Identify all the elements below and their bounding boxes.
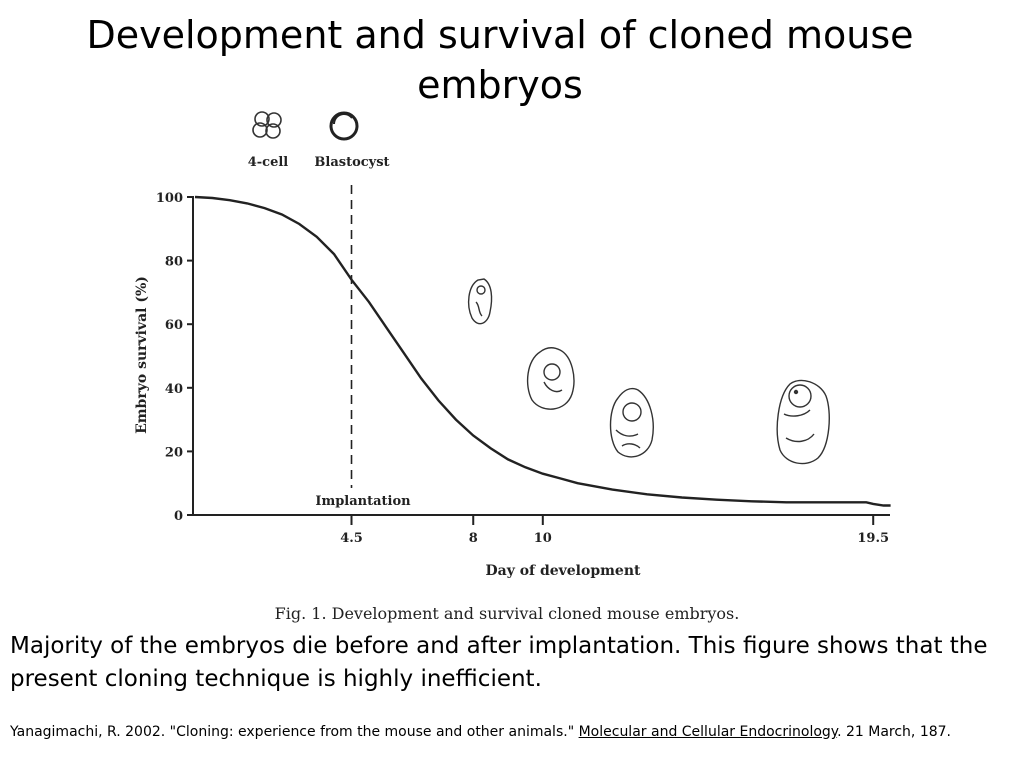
- citation: Yanagimachi, R. 2002. "Cloning: experien…: [10, 722, 1015, 743]
- fetus-early-icon: [526, 347, 575, 410]
- stage-label-blastocyst: Blastocyst: [314, 155, 389, 170]
- four-cell-embryo-icon: [252, 111, 282, 139]
- survival-chart: 4-cell Blastocyst 0 20 40 60 80 100 4.5 8 10 19.…: [134, 111, 891, 623]
- series-line-survival: [194, 195, 891, 507]
- y-ticks: 0 20 40 60 80 100: [156, 191, 193, 524]
- slide-title-line1: Development and survival of cloned mouse: [86, 13, 914, 57]
- y-axis-label: Embryo survival (%): [134, 276, 150, 434]
- y-tick-label: 80: [165, 255, 183, 270]
- body-text: Majority of the embryos die before and a…: [10, 633, 988, 692]
- x-tick-label: 10: [534, 531, 552, 546]
- stage-label-4-cell: 4-cell: [248, 155, 289, 170]
- y-tick-label: 100: [156, 191, 183, 206]
- fetus-mid-icon: [609, 387, 654, 458]
- figure-caption: Fig. 1. Development and survival cloned …: [275, 604, 740, 623]
- slide-title-line2: embryos: [417, 63, 583, 107]
- x-ticks: 4.5 8 10 19.5: [340, 515, 889, 546]
- y-tick-label: 60: [165, 318, 183, 333]
- x-tick-label: 19.5: [857, 531, 889, 546]
- y-tick-label: 40: [165, 382, 183, 397]
- y-tick-label: 20: [165, 445, 183, 460]
- fetus-late-icon: [776, 379, 830, 465]
- y-tick-label: 0: [174, 509, 183, 524]
- slide-title: Development and survival of cloned mouse…: [0, 10, 1000, 110]
- blastocyst-icon: [329, 111, 359, 141]
- embryo-day8-icon: [467, 278, 493, 325]
- x-tick-label: 8: [469, 531, 478, 546]
- implantation-label: Implantation: [315, 494, 411, 509]
- citation-journal-link[interactable]: Molecular and Cellular Endocrinology: [578, 724, 838, 740]
- citation-suffix: . 21 March, 187.: [837, 724, 951, 740]
- survival-figure: 4-cell Blastocyst 0 20 40 60 80 100 4.5 8 10 19.…: [134, 111, 891, 623]
- x-axis-label: Day of development: [485, 563, 641, 579]
- citation-prefix: Yanagimachi, R. 2002. "Cloning: experien…: [10, 724, 579, 740]
- x-tick-label: 4.5: [340, 531, 363, 546]
